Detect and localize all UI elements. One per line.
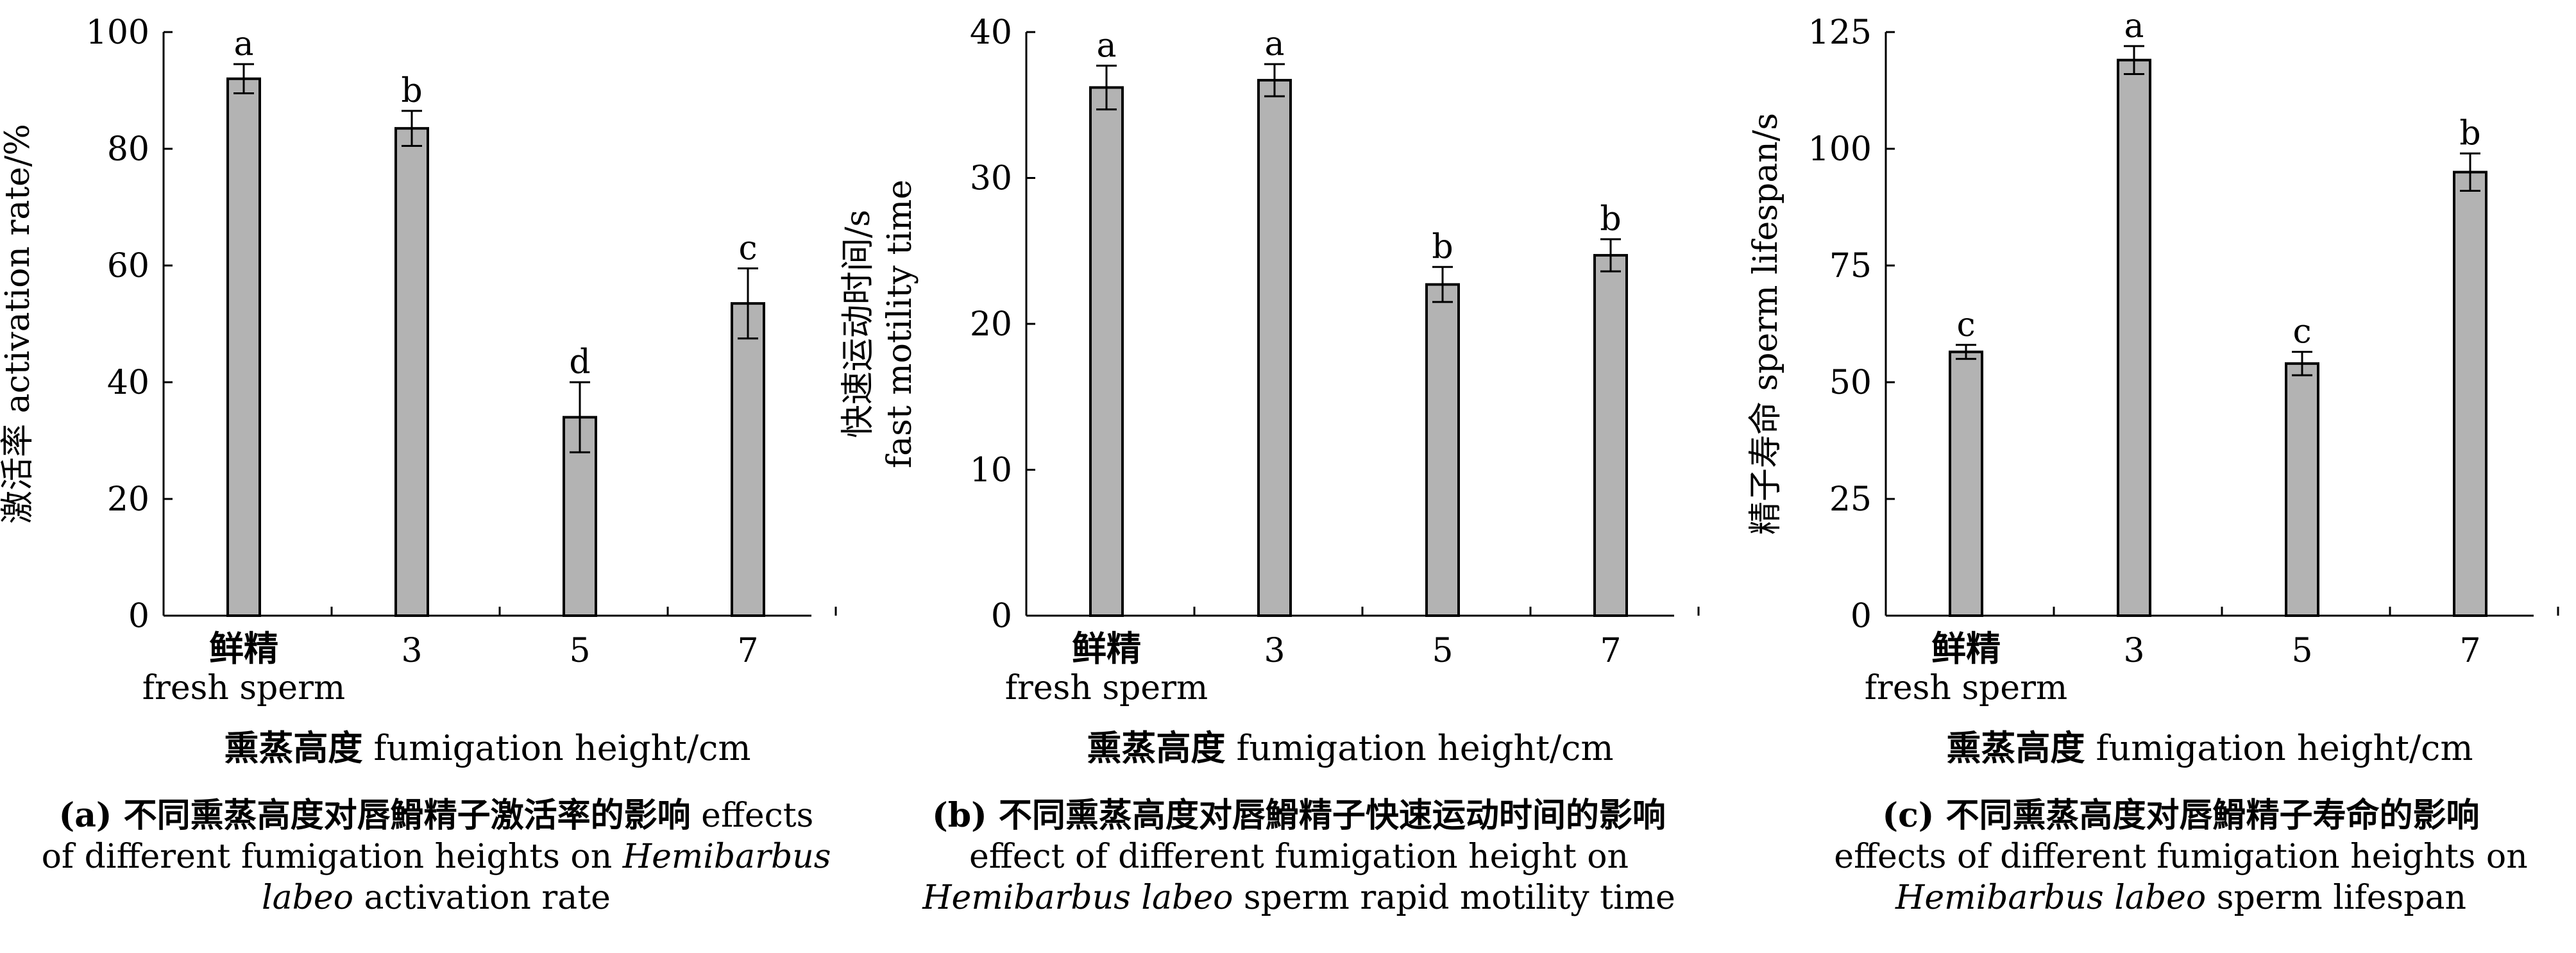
y-axis-title: 精子寿命 sperm lifespan/s	[1747, 113, 1785, 535]
caption-a-tail: activation rate	[353, 879, 611, 917]
x-axis-title-cn: 熏蒸高度	[1946, 727, 2085, 768]
caption-b-en: effect of different fumigation height on	[969, 838, 1629, 876]
caption-a-cn: (a) 不同熏蒸高度对唇䱻精子激活率的影响	[58, 796, 691, 835]
caption-c-en: effects of different fumigation heights …	[1834, 838, 2528, 876]
y-tick-label: 0	[128, 597, 149, 636]
caption-c-tail: sperm lifespan	[2206, 879, 2466, 917]
caption-a-en: effects of different fumigation heights …	[41, 797, 814, 876]
x-tick-label: 7	[1600, 632, 1621, 670]
y-tick-label: 40	[970, 13, 1012, 52]
bar	[1593, 254, 1628, 617]
bar	[226, 77, 261, 618]
y-tick-label: 40	[107, 364, 149, 402]
significance-letter: b	[401, 72, 422, 110]
y-tick-label: 60	[107, 247, 149, 285]
bar	[1089, 86, 1124, 617]
caption-a: (a) 不同熏蒸高度对唇䱻精子激活率的影响 effects of differe…	[38, 795, 834, 918]
x-tick-label: 7	[737, 632, 758, 670]
significance-letter: b	[1432, 228, 1453, 266]
x-tick-label: 3	[401, 632, 422, 670]
caption-b-tail: sperm rapid motility time	[1233, 879, 1675, 917]
significance-letter: a	[1264, 25, 1284, 63]
y-tick-label: 100	[86, 13, 149, 52]
y-tick-label: 125	[1808, 13, 1872, 52]
significance-letter: c	[2292, 313, 2311, 351]
y-tick-label: 20	[970, 305, 1012, 344]
significance-letter: c	[1956, 306, 1975, 344]
x-tick-label: fresh sperm	[1005, 669, 1208, 707]
x-tick-label-cn: 鲜精	[1931, 628, 2001, 669]
x-tick-label: 3	[1264, 632, 1285, 670]
x-tick-label: fresh sperm	[1865, 669, 2068, 707]
x-tick-label-cn: 鲜精	[209, 628, 278, 669]
y-tick-label: 20	[107, 480, 149, 519]
y-tick-label: 10	[970, 451, 1012, 490]
caption-b-cn: (b) 不同熏蒸高度对唇䱻精子快速运动时间的影响	[932, 796, 1666, 835]
x-axis-title-cn: 熏蒸高度	[1087, 727, 1225, 768]
y-tick-label: 50	[1829, 364, 1872, 402]
significance-letter: b	[2459, 114, 2480, 153]
y-tick-label: 75	[1829, 247, 1872, 285]
x-axis-title: 熏蒸高度 fumigation height/cm	[224, 727, 750, 768]
x-axis-title: 熏蒸高度 fumigation height/cm	[1087, 727, 1613, 768]
x-axis-title-en: fumigation height/cm	[362, 728, 750, 768]
y-axis-title: 激活率 activation rate/%	[0, 124, 37, 524]
x-tick-label: 7	[2459, 632, 2480, 670]
significance-letter: a	[1096, 26, 1116, 65]
bar	[2285, 362, 2319, 617]
x-axis-title-en: fumigation height/cm	[1225, 728, 1613, 768]
significance-letter: a	[233, 25, 253, 63]
bar	[731, 302, 765, 617]
significance-letter: b	[1600, 200, 1621, 239]
bar	[1425, 283, 1460, 617]
bar	[1949, 350, 1983, 617]
x-axis-title-cn: 熏蒸高度	[224, 727, 362, 768]
x-tick-label: 5	[569, 632, 590, 670]
bar	[394, 127, 429, 617]
significance-letter: a	[2124, 7, 2144, 46]
caption-b-species: Hemibarbus labeo	[922, 879, 1233, 917]
x-tick-label: 5	[1432, 632, 1453, 670]
y-tick-label: 0	[1851, 597, 1872, 636]
y-axis-title-line2: fast motility time	[881, 180, 919, 468]
caption-b: (b) 不同熏蒸高度对唇䱻精子快速运动时间的影响 effect of diffe…	[882, 795, 1716, 918]
bar	[1257, 79, 1292, 617]
y-tick-label: 30	[970, 160, 1012, 198]
caption-a-species: Hemibarbus labeo	[262, 838, 831, 917]
y-axis-title-line1: 快速运动时间/s	[839, 210, 877, 438]
y-tick-label: 0	[991, 597, 1012, 636]
bar	[2117, 58, 2151, 618]
y-tick-label: 25	[1829, 480, 1872, 519]
caption-c-species: Hemibarbus labeo	[1895, 879, 2207, 917]
y-tick-label: 80	[107, 130, 149, 169]
x-tick-label-cn: 鲜精	[1072, 628, 1141, 669]
x-axis-title: 熏蒸高度 fumigation height/cm	[1946, 727, 2473, 768]
bar	[2453, 171, 2487, 617]
x-axis-title-en: fumigation height/cm	[2085, 728, 2473, 768]
x-tick-label: 3	[2123, 632, 2144, 670]
significance-letter: c	[738, 230, 757, 268]
x-tick-label: 5	[2291, 632, 2312, 670]
significance-letter: d	[569, 343, 590, 382]
x-tick-label: fresh sperm	[142, 669, 346, 707]
caption-c: (c) 不同熏蒸高度对唇䱻精子寿命的影响 effects of different…	[1796, 795, 2566, 918]
caption-c-cn: (c) 不同熏蒸高度对唇䱻精子寿命的影响	[1882, 796, 2480, 835]
y-tick-label: 100	[1808, 130, 1872, 169]
